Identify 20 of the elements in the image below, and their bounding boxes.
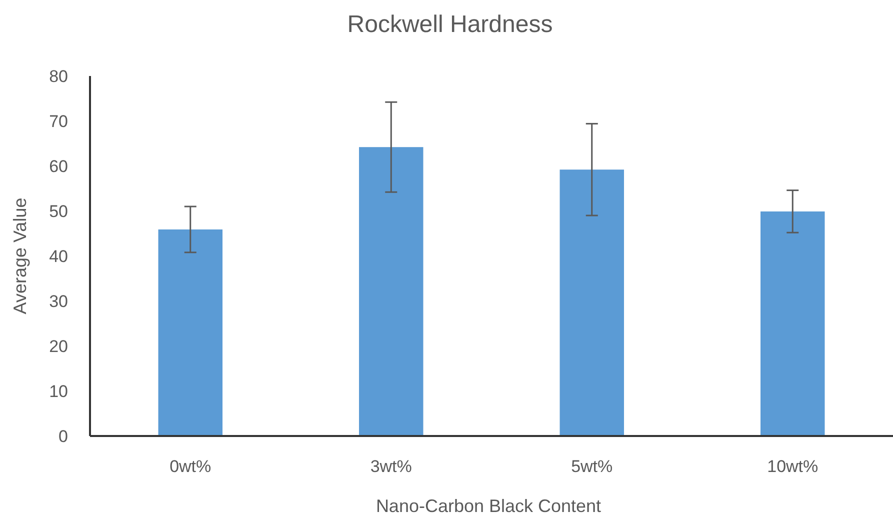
- x-tick-label: 5wt%: [571, 457, 613, 476]
- x-axis-title: Nano-Carbon Black Content: [376, 496, 602, 516]
- x-tick-label: 10wt%: [767, 457, 818, 476]
- y-axis-title: Average Value: [10, 198, 30, 314]
- y-tick-label: 20: [49, 336, 68, 356]
- y-tick-label: 10: [49, 382, 68, 401]
- chart-title: Rockwell Hardness: [347, 11, 553, 38]
- y-tick-label: 0: [58, 426, 68, 446]
- y-tick-label: 40: [49, 246, 68, 266]
- bar: [359, 147, 424, 436]
- y-tick-label: 30: [49, 292, 68, 311]
- x-tick-label: 3wt%: [370, 457, 412, 476]
- bar: [560, 170, 624, 436]
- y-tick-label: 80: [49, 66, 68, 86]
- bar: [158, 229, 222, 436]
- bar: [760, 211, 825, 436]
- x-tick-label: 0wt%: [170, 457, 212, 476]
- y-tick-label: 70: [49, 112, 68, 131]
- y-tick-label: 60: [49, 156, 68, 176]
- y-tick-label: 50: [49, 202, 68, 221]
